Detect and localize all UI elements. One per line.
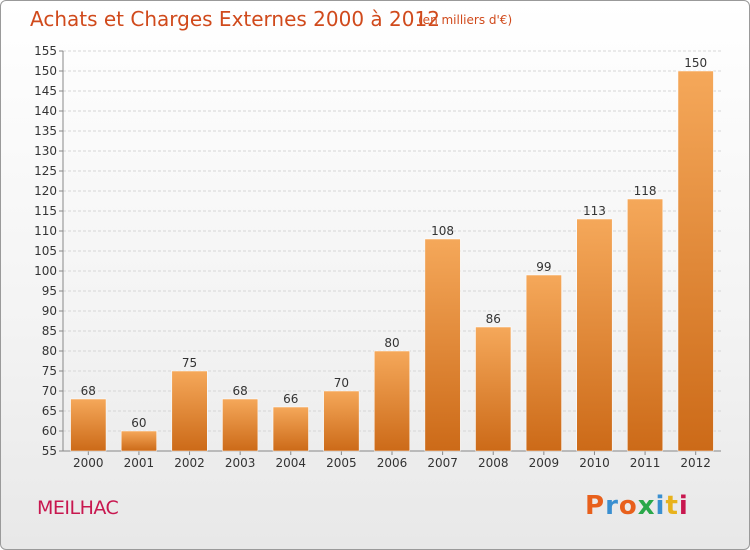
x-tick-label-2000: 2000 <box>73 456 104 470</box>
x-tick-label-2009: 2009 <box>529 456 560 470</box>
data-label-2010: 113 <box>583 204 606 218</box>
data-label-2002: 75 <box>182 356 197 370</box>
bar-2003 <box>222 398 259 452</box>
y-tick-label: 55 <box>42 444 57 458</box>
bar-2011 <box>627 198 664 452</box>
y-tick-label: 155 <box>34 44 57 58</box>
x-tick-label-2005: 2005 <box>326 456 357 470</box>
y-tick-label: 135 <box>34 124 57 138</box>
y-tick-label: 90 <box>42 304 57 318</box>
logo-letter: P <box>585 491 606 521</box>
bar-2009 <box>525 274 562 452</box>
y-tick-label: 125 <box>34 164 57 178</box>
x-tick-label-2003: 2003 <box>225 456 256 470</box>
chart-title: Achats et Charges Externes 2000 à 2012 <box>30 7 440 31</box>
y-tick-labels: 55 60 65 70 75 80 85 90 95 100 105 110 115 120 125 130 1… <box>34 44 57 458</box>
x-tick-label-2012: 2012 <box>680 456 711 470</box>
y-tick-label: 130 <box>34 144 57 158</box>
y-tick-label: 110 <box>34 224 57 238</box>
data-label-2000: 68 <box>81 384 96 398</box>
y-tick-label: 120 <box>34 184 57 198</box>
y-tick-label: 80 <box>42 344 57 358</box>
data-label-2006: 80 <box>384 336 399 350</box>
y-tick-label: 60 <box>42 424 57 438</box>
y-tick-label: 100 <box>34 264 57 278</box>
bar-2006 <box>374 350 410 452</box>
proxiti-logo: Proxiti <box>585 491 689 521</box>
data-label-2007: 108 <box>431 224 454 238</box>
y-tick-label: 65 <box>42 404 57 418</box>
y-tick-label: 85 <box>42 324 57 338</box>
bar-2012 <box>677 70 714 452</box>
data-label-2001: 60 <box>131 416 146 430</box>
bar-2001 <box>120 430 157 452</box>
y-tick-label: 140 <box>34 104 57 118</box>
x-tick-label-2004: 2004 <box>275 456 306 470</box>
x-tick-label-2001: 2001 <box>124 456 155 470</box>
bar-2008 <box>475 326 512 452</box>
y-tick-label: 150 <box>34 64 57 78</box>
y-tick-label: 105 <box>34 244 57 258</box>
chart-subtitle: (en milliers d'€) <box>418 13 513 27</box>
data-label-2005: 70 <box>334 376 349 390</box>
y-tick-label: 145 <box>34 84 57 98</box>
y-tick-label: 75 <box>42 364 57 378</box>
x-tick-label-2010: 2010 <box>579 456 610 470</box>
bar-2000 <box>70 398 107 452</box>
data-labels: 68 60 75 68 66 70 80 108 86 99 113 118 150 <box>81 56 707 430</box>
data-label-2004: 66 <box>283 392 298 406</box>
data-label-2009: 99 <box>536 260 551 274</box>
data-label-2012: 150 <box>684 56 707 70</box>
x-tick-label-2006: 2006 <box>377 456 408 470</box>
logo-letter: i <box>655 491 666 521</box>
bar-2010 <box>576 218 613 452</box>
data-label-2011: 118 <box>634 184 657 198</box>
logo-letter: t <box>665 491 679 521</box>
y-tick-label: 70 <box>42 384 57 398</box>
logo-letter: i <box>678 491 689 521</box>
x-tick-labels: 2000 2001 2002 2003 2004 2005 2006 2007 2008 2009… <box>73 456 711 470</box>
bar-2002 <box>171 370 208 452</box>
bar-2007 <box>424 238 461 452</box>
bar-2004 <box>272 406 309 452</box>
logo-letter: o <box>618 491 638 521</box>
x-tick-label-2008: 2008 <box>478 456 509 470</box>
y-tick-label: 115 <box>34 204 57 218</box>
data-label-2008: 86 <box>486 312 501 326</box>
data-label-2003: 68 <box>233 384 248 398</box>
bar-2005 <box>323 390 360 452</box>
x-tick-label-2011: 2011 <box>630 456 661 470</box>
x-tick-label-2007: 2007 <box>427 456 458 470</box>
logo-letter: r <box>605 491 619 521</box>
bars <box>70 70 714 452</box>
x-tick-label-2002: 2002 <box>174 456 205 470</box>
logo-letter: x <box>637 491 656 521</box>
y-tick-label: 95 <box>42 284 57 298</box>
commune-name: MEILHAC <box>37 497 119 519</box>
